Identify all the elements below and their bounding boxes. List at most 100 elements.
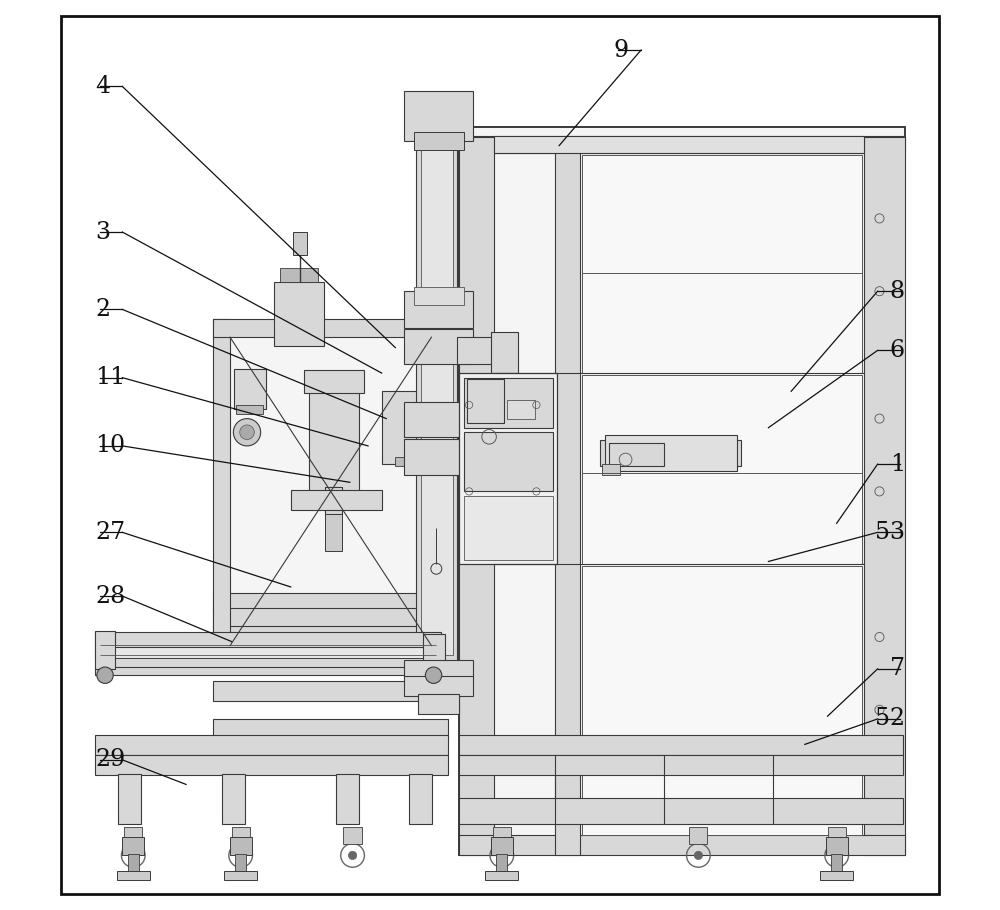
Text: 1: 1 bbox=[890, 452, 905, 476]
Bar bbox=[416, 127, 457, 664]
Bar bbox=[128, 854, 139, 874]
Bar bbox=[325, 487, 342, 514]
Bar bbox=[404, 291, 473, 328]
Bar bbox=[507, 400, 535, 419]
Bar bbox=[95, 755, 448, 775]
Bar bbox=[118, 774, 141, 824]
Bar bbox=[555, 136, 580, 855]
Bar bbox=[336, 774, 359, 824]
Bar bbox=[464, 378, 553, 428]
Text: 2: 2 bbox=[95, 298, 110, 321]
Bar bbox=[421, 136, 453, 655]
Circle shape bbox=[233, 419, 261, 446]
Circle shape bbox=[97, 667, 113, 683]
Bar bbox=[493, 827, 511, 844]
Bar bbox=[343, 827, 362, 844]
Bar bbox=[485, 871, 518, 880]
Bar bbox=[464, 496, 553, 560]
Bar bbox=[280, 268, 318, 282]
Bar bbox=[423, 634, 445, 669]
Bar bbox=[459, 835, 905, 855]
Bar bbox=[689, 827, 707, 844]
Bar bbox=[404, 402, 473, 437]
Bar bbox=[304, 370, 364, 393]
Text: 3: 3 bbox=[95, 220, 110, 244]
Bar bbox=[600, 440, 741, 466]
Bar bbox=[293, 232, 307, 255]
Bar bbox=[404, 676, 473, 696]
Bar bbox=[820, 871, 853, 880]
Bar bbox=[122, 837, 144, 855]
Text: 29: 29 bbox=[95, 748, 125, 772]
Bar bbox=[491, 837, 513, 855]
Bar bbox=[494, 136, 864, 153]
Bar bbox=[213, 593, 448, 610]
Bar bbox=[459, 136, 905, 153]
Text: 8: 8 bbox=[890, 279, 905, 303]
Circle shape bbox=[240, 425, 254, 440]
Bar bbox=[117, 871, 150, 880]
Bar bbox=[464, 432, 553, 491]
Bar bbox=[236, 405, 263, 414]
Bar bbox=[605, 435, 737, 471]
Bar bbox=[235, 854, 246, 874]
Bar bbox=[224, 871, 257, 880]
Bar bbox=[404, 91, 473, 141]
Bar bbox=[325, 514, 342, 551]
Text: 7: 7 bbox=[890, 657, 905, 681]
Text: 9: 9 bbox=[614, 38, 629, 62]
Bar bbox=[459, 755, 903, 775]
Text: 27: 27 bbox=[95, 521, 125, 544]
Bar bbox=[828, 827, 846, 844]
Bar bbox=[459, 373, 557, 564]
Bar bbox=[432, 355, 448, 646]
Bar bbox=[467, 379, 504, 423]
Bar bbox=[459, 136, 494, 855]
Bar bbox=[409, 774, 432, 824]
Bar bbox=[95, 658, 441, 669]
Bar bbox=[404, 660, 473, 678]
Bar bbox=[309, 391, 359, 491]
Bar bbox=[414, 132, 464, 150]
Circle shape bbox=[694, 851, 703, 860]
Bar bbox=[95, 631, 115, 669]
Bar bbox=[418, 694, 459, 714]
Bar bbox=[95, 667, 441, 675]
Text: 4: 4 bbox=[95, 75, 110, 98]
Bar bbox=[213, 626, 448, 646]
Circle shape bbox=[237, 851, 245, 860]
Bar bbox=[864, 136, 905, 855]
Bar bbox=[95, 632, 441, 648]
Bar bbox=[459, 798, 903, 824]
Circle shape bbox=[129, 851, 137, 860]
Bar bbox=[459, 127, 905, 855]
Bar bbox=[213, 719, 448, 739]
Bar bbox=[459, 735, 903, 755]
Bar bbox=[404, 439, 473, 475]
Bar bbox=[404, 329, 473, 364]
Bar bbox=[95, 647, 441, 660]
Bar bbox=[291, 490, 382, 510]
Text: 52: 52 bbox=[875, 707, 905, 731]
Bar bbox=[414, 287, 464, 305]
Circle shape bbox=[833, 851, 841, 860]
Bar bbox=[602, 464, 620, 475]
Bar bbox=[213, 608, 448, 628]
Bar bbox=[582, 375, 862, 564]
Bar bbox=[826, 837, 848, 855]
Bar bbox=[124, 827, 142, 844]
Bar bbox=[582, 566, 862, 835]
Bar bbox=[582, 155, 862, 373]
Bar bbox=[395, 457, 418, 466]
Bar bbox=[234, 369, 266, 410]
Bar bbox=[95, 735, 448, 755]
Circle shape bbox=[498, 851, 506, 860]
Text: 11: 11 bbox=[95, 366, 125, 389]
Text: 53: 53 bbox=[875, 521, 905, 544]
Bar bbox=[232, 827, 250, 844]
Bar bbox=[213, 318, 448, 337]
Text: 28: 28 bbox=[95, 584, 125, 608]
Bar bbox=[222, 774, 245, 824]
Bar bbox=[213, 681, 448, 701]
Bar bbox=[382, 391, 432, 464]
